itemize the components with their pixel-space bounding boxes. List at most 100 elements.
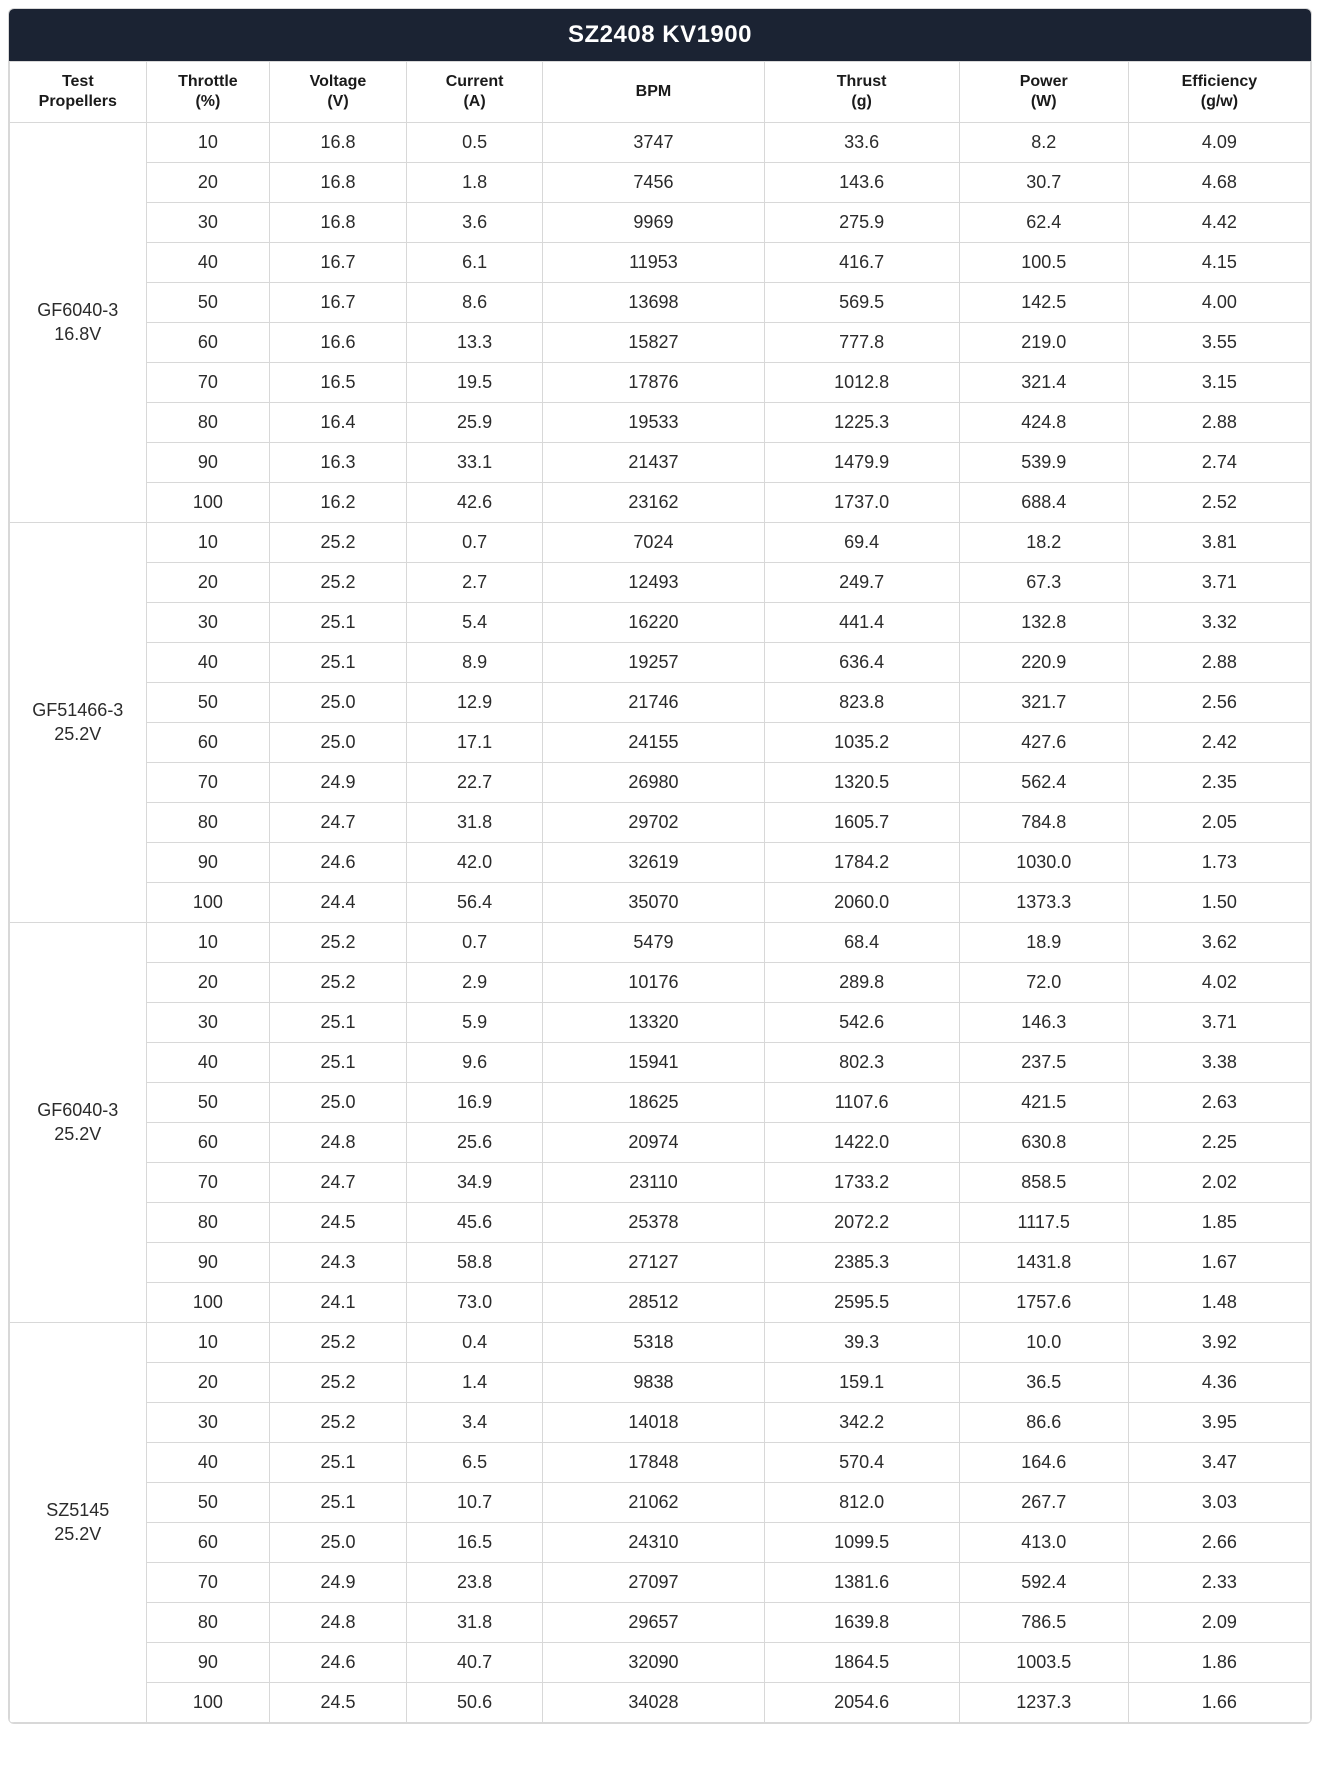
data-cell: 1035.2 — [764, 723, 959, 763]
data-cell: 70 — [146, 763, 270, 803]
data-cell: 3.95 — [1128, 1403, 1310, 1443]
data-cell: 27127 — [543, 1243, 764, 1283]
data-cell: 3.62 — [1128, 923, 1310, 963]
table-row: 7024.734.9231101733.2858.52.02 — [10, 1163, 1311, 1203]
data-cell: 100 — [146, 1683, 270, 1723]
data-cell: 24.7 — [270, 803, 407, 843]
data-cell: 8.2 — [959, 123, 1128, 163]
data-cell: 16220 — [543, 603, 764, 643]
data-cell: 630.8 — [959, 1123, 1128, 1163]
data-cell: 10 — [146, 523, 270, 563]
table-row: 8024.731.8297021605.7784.82.05 — [10, 803, 1311, 843]
column-header-line1: Throttle — [151, 72, 266, 92]
data-cell: 60 — [146, 1523, 270, 1563]
data-cell: 25.6 — [406, 1123, 543, 1163]
table-row: 4016.76.111953416.7100.54.15 — [10, 243, 1311, 283]
data-cell: 25.2 — [270, 523, 407, 563]
data-cell: 0.4 — [406, 1323, 543, 1363]
column-header-line2: Propellers — [14, 92, 142, 112]
data-cell: 1.8 — [406, 163, 543, 203]
data-cell: 413.0 — [959, 1523, 1128, 1563]
data-cell: 10176 — [543, 963, 764, 1003]
data-cell: 25.2 — [270, 563, 407, 603]
table-row: 7024.923.8270971381.6592.42.33 — [10, 1563, 1311, 1603]
data-cell: 802.3 — [764, 1043, 959, 1083]
data-cell: 275.9 — [764, 203, 959, 243]
data-cell: 3.4 — [406, 1403, 543, 1443]
data-cell: 56.4 — [406, 883, 543, 923]
data-cell: 8.9 — [406, 643, 543, 683]
table-row: 3025.15.913320542.6146.33.71 — [10, 1003, 1311, 1043]
data-cell: 25.2 — [270, 1323, 407, 1363]
data-cell: 4.02 — [1128, 963, 1310, 1003]
column-header: Thrust(g) — [764, 62, 959, 123]
column-header-line2: (%) — [151, 92, 266, 112]
data-cell: 35070 — [543, 883, 764, 923]
data-cell: 10.7 — [406, 1483, 543, 1523]
data-cell: 90 — [146, 1643, 270, 1683]
table-row: 3016.83.69969275.962.44.42 — [10, 203, 1311, 243]
data-cell: 2.02 — [1128, 1163, 1310, 1203]
data-cell: 28512 — [543, 1283, 764, 1323]
data-cell: 3.71 — [1128, 1003, 1310, 1043]
data-cell: 8.6 — [406, 283, 543, 323]
data-cell: 1030.0 — [959, 843, 1128, 883]
data-cell: 424.8 — [959, 403, 1128, 443]
data-cell: 40 — [146, 243, 270, 283]
data-cell: 10 — [146, 923, 270, 963]
data-cell: 15941 — [543, 1043, 764, 1083]
propeller-label: GF51466-325.2V — [10, 523, 147, 923]
table-row: 8016.425.9195331225.3424.82.88 — [10, 403, 1311, 443]
table-row: GF51466-325.2V1025.20.7702469.418.23.81 — [10, 523, 1311, 563]
data-cell: 18.2 — [959, 523, 1128, 563]
data-cell: 3.6 — [406, 203, 543, 243]
data-cell: 70 — [146, 1563, 270, 1603]
propeller-label: GF6040-316.8V — [10, 123, 147, 523]
propeller-name: GF6040-3 — [14, 299, 142, 322]
data-cell: 159.1 — [764, 1363, 959, 1403]
data-cell: 237.5 — [959, 1043, 1128, 1083]
data-cell: 1107.6 — [764, 1083, 959, 1123]
data-cell: 90 — [146, 1243, 270, 1283]
data-cell: 68.4 — [764, 923, 959, 963]
data-cell: 416.7 — [764, 243, 959, 283]
data-cell: 9.6 — [406, 1043, 543, 1083]
data-cell: 80 — [146, 403, 270, 443]
data-cell: 3.15 — [1128, 363, 1310, 403]
data-cell: 2.66 — [1128, 1523, 1310, 1563]
data-cell: 2072.2 — [764, 1203, 959, 1243]
data-cell: 1784.2 — [764, 843, 959, 883]
data-cell: 20 — [146, 563, 270, 603]
data-cell: 40 — [146, 1043, 270, 1083]
table-row: 2016.81.87456143.630.74.68 — [10, 163, 1311, 203]
data-cell: 3.92 — [1128, 1323, 1310, 1363]
data-cell: 143.6 — [764, 163, 959, 203]
data-cell: 26980 — [543, 763, 764, 803]
data-cell: 542.6 — [764, 1003, 959, 1043]
column-header: BPM — [543, 62, 764, 123]
data-cell: 2.09 — [1128, 1603, 1310, 1643]
table-row: 3025.23.414018342.286.63.95 — [10, 1403, 1311, 1443]
data-cell: 60 — [146, 723, 270, 763]
table-row: 2025.22.712493249.767.33.71 — [10, 563, 1311, 603]
data-cell: 24.6 — [270, 843, 407, 883]
data-cell: 24155 — [543, 723, 764, 763]
data-cell: 42.0 — [406, 843, 543, 883]
data-cell: 2.56 — [1128, 683, 1310, 723]
data-cell: 5.4 — [406, 603, 543, 643]
data-cell: 60 — [146, 1123, 270, 1163]
data-cell: 19.5 — [406, 363, 543, 403]
data-cell: 2.42 — [1128, 723, 1310, 763]
data-cell: 24.1 — [270, 1283, 407, 1323]
data-cell: 80 — [146, 803, 270, 843]
data-cell: 70 — [146, 363, 270, 403]
data-cell: 3.47 — [1128, 1443, 1310, 1483]
data-cell: 289.8 — [764, 963, 959, 1003]
table-row: 9024.358.8271272385.31431.81.67 — [10, 1243, 1311, 1283]
table-row: 2025.21.49838159.136.54.36 — [10, 1363, 1311, 1403]
data-cell: 42.6 — [406, 483, 543, 523]
table-title: SZ2408 KV1900 — [9, 9, 1311, 61]
data-cell: 812.0 — [764, 1483, 959, 1523]
data-cell: 3.55 — [1128, 323, 1310, 363]
data-cell: 16.5 — [406, 1523, 543, 1563]
